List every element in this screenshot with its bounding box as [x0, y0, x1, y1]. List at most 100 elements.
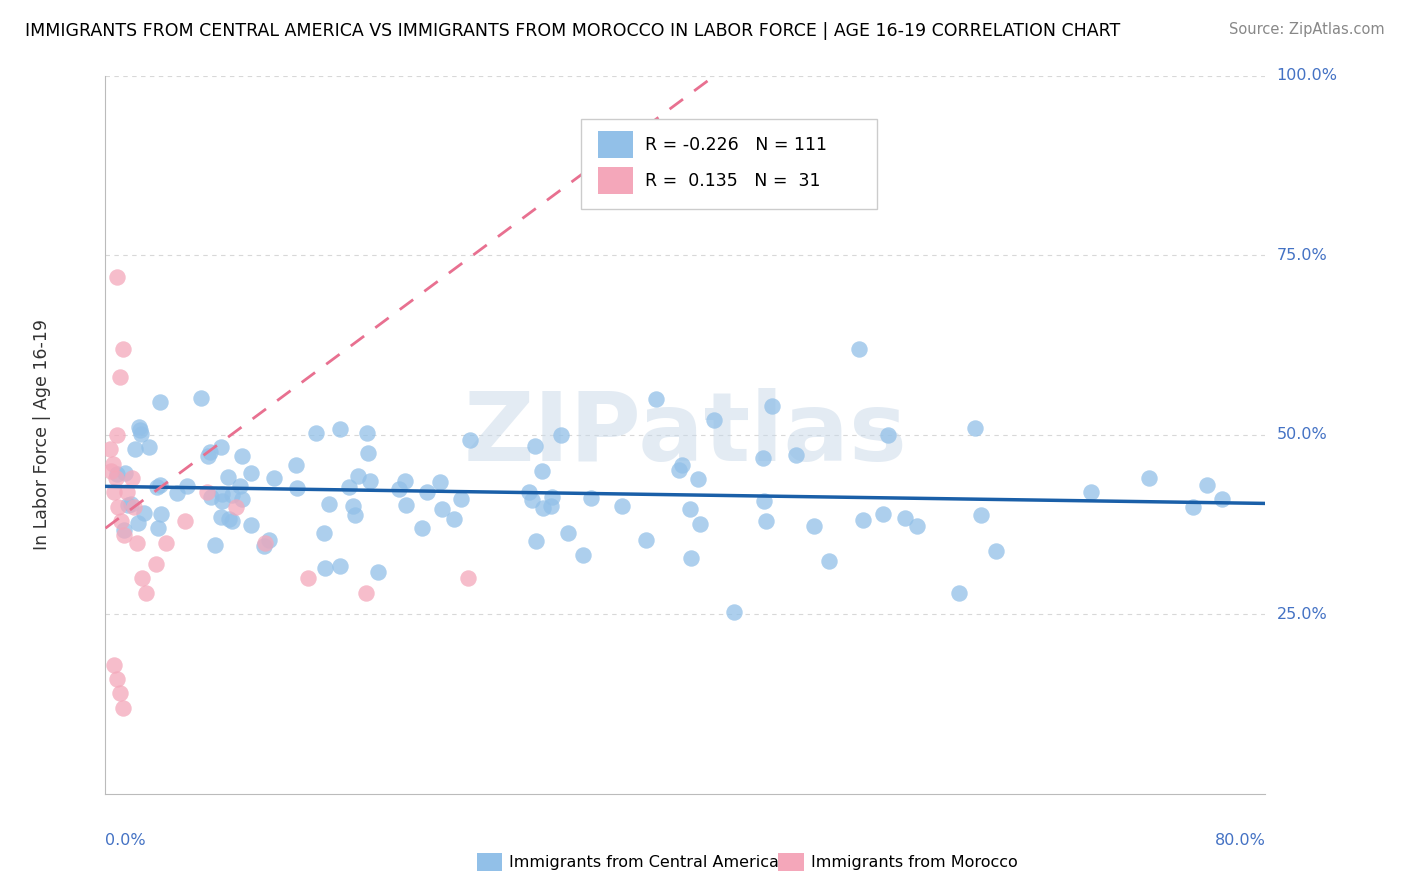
Text: 50.0%: 50.0% [1277, 427, 1327, 442]
Point [149, 395, 172, 409]
Point [318, 497, 340, 511]
Text: R = -0.226   N = 111: R = -0.226 N = 111 [645, 136, 827, 153]
Point [531, 500, 554, 515]
Point [460, 433, 482, 447]
Point [305, 425, 328, 440]
Point [117, 498, 139, 512]
Point [394, 474, 416, 488]
Point [211, 487, 233, 501]
Point [111, 342, 134, 356]
Point [703, 413, 725, 427]
Point [104, 471, 127, 485]
Text: R =  0.135   N =  31: R = 0.135 N = 31 [645, 171, 820, 190]
Point [135, 586, 157, 600]
Point [221, 514, 243, 528]
Point [1139, 471, 1161, 485]
Point [225, 500, 247, 514]
Point [342, 499, 364, 513]
Point [114, 466, 136, 480]
Point [103, 657, 125, 672]
Point [339, 480, 361, 494]
Point [347, 469, 370, 483]
Point [111, 700, 134, 714]
Point [155, 535, 177, 549]
Point [257, 533, 280, 548]
Point [1080, 485, 1102, 500]
Point [174, 514, 197, 528]
Point [98, 442, 121, 457]
Point [755, 514, 778, 528]
Point [443, 512, 465, 526]
Point [231, 449, 253, 463]
Text: Immigrants from Central America: Immigrants from Central America [509, 855, 779, 870]
Point [761, 399, 783, 413]
Point [1181, 500, 1204, 514]
Point [986, 544, 1008, 558]
Point [112, 524, 135, 538]
Point [877, 427, 900, 442]
Text: IMMIGRANTS FROM CENTRAL AMERICA VS IMMIGRANTS FROM MOROCCO IN LABOR FORCE | AGE : IMMIGRANTS FROM CENTRAL AMERICA VS IMMIG… [25, 22, 1121, 40]
Point [314, 561, 336, 575]
Text: ZIPatlas: ZIPatlas [464, 388, 907, 482]
Point [221, 488, 243, 502]
Point [679, 501, 702, 516]
Point [965, 420, 987, 434]
Point [149, 507, 172, 521]
Point [149, 478, 172, 492]
Point [211, 494, 233, 508]
Point [645, 392, 668, 406]
Point [329, 422, 352, 436]
Point [905, 519, 928, 533]
Point [297, 571, 319, 585]
Point [1211, 492, 1233, 507]
Point [108, 686, 131, 700]
Point [105, 467, 128, 482]
Point [970, 508, 993, 522]
Point [557, 526, 579, 541]
Point [190, 391, 212, 405]
Point [526, 534, 548, 549]
Text: 100.0%: 100.0% [1277, 69, 1337, 83]
FancyBboxPatch shape [581, 119, 877, 209]
Point [388, 482, 411, 496]
Point [356, 426, 378, 441]
Point [367, 566, 389, 580]
Bar [477, 853, 502, 871]
Point [671, 458, 693, 472]
Point [689, 516, 711, 531]
Point [848, 342, 870, 356]
Text: 80.0%: 80.0% [1215, 833, 1265, 847]
Text: Immigrants from Morocco: Immigrants from Morocco [811, 855, 1018, 870]
Text: 75.0%: 75.0% [1277, 248, 1327, 263]
Point [107, 500, 129, 514]
Point [132, 506, 155, 520]
Point [312, 526, 335, 541]
Point [198, 444, 221, 458]
Point [679, 551, 702, 566]
Point [395, 498, 418, 512]
Point [432, 502, 454, 516]
Point [948, 586, 970, 600]
Point [240, 518, 263, 533]
Point [120, 497, 142, 511]
Point [357, 446, 380, 460]
Point [100, 464, 122, 478]
Point [523, 439, 546, 453]
Point [540, 490, 562, 504]
Point [103, 485, 125, 500]
Point [872, 507, 894, 521]
Point [105, 269, 128, 284]
Point [785, 448, 807, 462]
Point [522, 492, 544, 507]
Point [253, 540, 276, 554]
Point [416, 484, 439, 499]
Point [112, 528, 135, 542]
Point [240, 467, 263, 481]
Point [572, 548, 595, 562]
Bar [779, 853, 804, 871]
Point [166, 486, 188, 500]
Point [636, 533, 658, 547]
Point [138, 440, 160, 454]
Point [285, 481, 308, 495]
Point [1197, 478, 1219, 492]
